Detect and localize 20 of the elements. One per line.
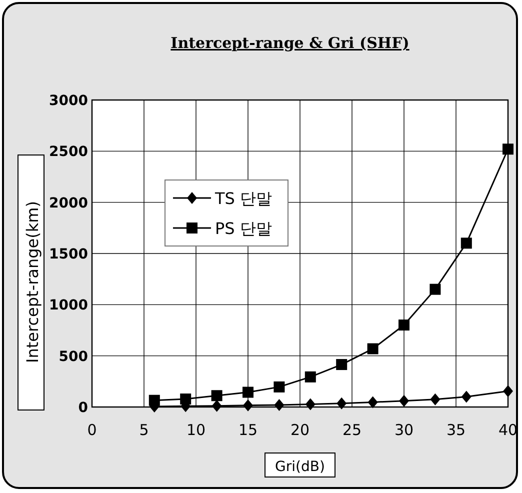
legend-label: TS 단말 [214, 189, 272, 208]
x-tick-label: 10 [186, 421, 206, 439]
x-tick-label: 30 [394, 421, 414, 439]
y-tick-label: 1500 [49, 246, 88, 262]
x-tick-label: 20 [290, 421, 310, 439]
chart-title: Intercept-range & Gri (SHF) [170, 34, 410, 52]
y-tick-label: 2000 [49, 195, 88, 212]
x-tick-label: 5 [139, 421, 149, 439]
y-tick-label: 500 [58, 348, 88, 365]
x-axis-title: Gri(dB) [275, 459, 325, 475]
y-tick-label: 2500 [49, 144, 88, 160]
x-tick-label: 25 [342, 421, 362, 439]
legend-label: PS 단말 [215, 219, 272, 238]
y-axis-title: Intercept-range(km) [23, 201, 42, 363]
y-tick-label: 1000 [49, 298, 88, 314]
x-tick-label: 35 [446, 421, 466, 439]
y-tick-label: 3000 [49, 93, 88, 109]
x-tick-label: 15 [238, 421, 258, 439]
x-tick-label: 40 [498, 421, 518, 439]
y-tick-label: 0 [78, 400, 88, 416]
